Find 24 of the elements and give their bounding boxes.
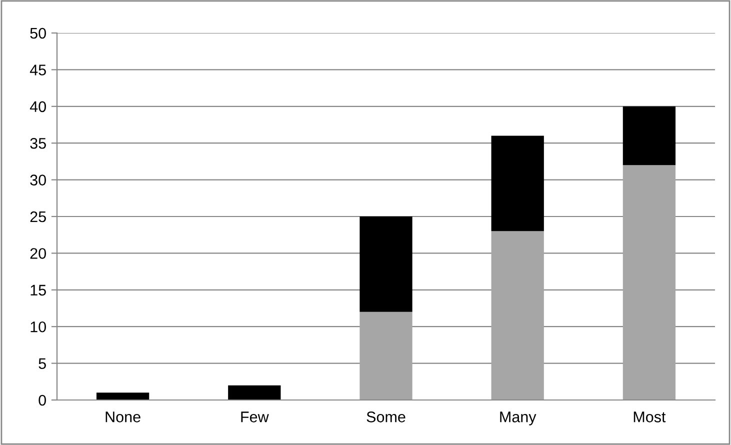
bar — [360, 312, 412, 400]
bar — [491, 136, 544, 232]
y-tick-label: 10 — [30, 321, 46, 332]
y-tick-label: 20 — [30, 248, 46, 259]
x-tick-label: Many — [500, 412, 536, 426]
y-tick-label: 25 — [30, 211, 46, 222]
y-tick-label: 5 — [38, 358, 46, 369]
y-tick-label: 50 — [30, 28, 46, 39]
x-tick-label: Most — [634, 412, 666, 422]
x-tick-label: None — [106, 412, 140, 422]
bar — [622, 106, 676, 166]
bar — [96, 392, 150, 400]
bar — [360, 216, 412, 312]
y-tick-label: 30 — [30, 174, 46, 186]
bar — [228, 385, 281, 400]
y-tick-label: 0 — [38, 394, 46, 406]
x-tick-label: Some — [366, 412, 406, 422]
y-tick-label: 40 — [30, 101, 46, 112]
bar — [491, 231, 544, 400]
y-tick-label: 15 — [30, 284, 46, 296]
bar — [622, 165, 676, 400]
y-tick-label: 45 — [30, 64, 46, 76]
x-tick-label: Few — [241, 412, 269, 422]
y-tick-label: 35 — [30, 138, 46, 149]
